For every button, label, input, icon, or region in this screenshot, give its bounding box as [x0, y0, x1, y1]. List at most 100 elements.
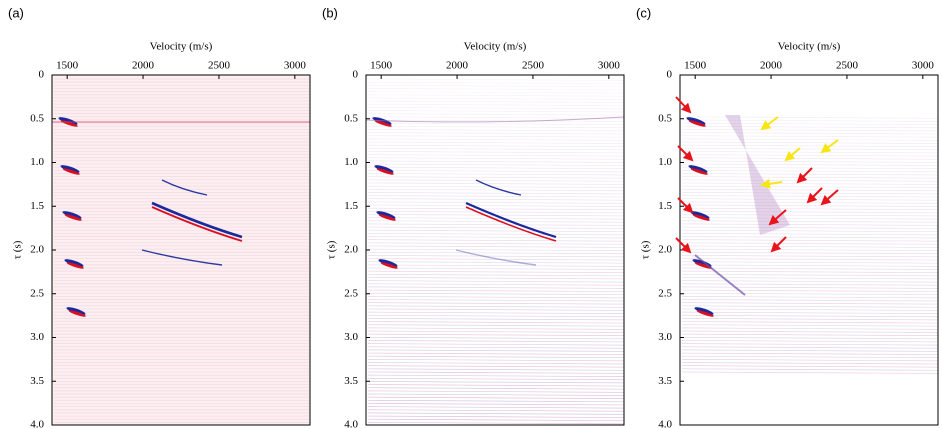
- texture: [681, 125, 939, 129]
- texture: [367, 157, 625, 160]
- texture: [367, 201, 625, 204]
- texture: [681, 217, 939, 220]
- texture: [367, 210, 625, 214]
- x-tick-label: 2500: [208, 60, 231, 72]
- texture: [367, 245, 625, 248]
- y-tick-label: 4.0: [344, 419, 358, 429]
- texture: [367, 280, 625, 283]
- texture: [681, 355, 939, 359]
- texture: [367, 220, 625, 223]
- image-background: [366, 75, 624, 425]
- texture: [681, 239, 939, 242]
- texture: [367, 399, 625, 403]
- event: [376, 211, 396, 219]
- panel-label: (b): [322, 5, 338, 20]
- texture: [681, 226, 939, 229]
- y-tick-label: 0: [667, 69, 673, 81]
- texture: [681, 362, 939, 365]
- texture: [681, 135, 939, 138]
- x-tick-label: 3000: [912, 60, 935, 72]
- texture: [367, 267, 625, 270]
- image-background: [680, 75, 938, 425]
- texture: [367, 377, 625, 381]
- texture: [367, 296, 625, 299]
- texture: [367, 204, 625, 207]
- texture: [367, 135, 625, 138]
- image-background: [52, 75, 310, 425]
- texture: [367, 160, 625, 163]
- texture: [681, 147, 939, 151]
- x-tick-label: 1500: [684, 60, 707, 72]
- texture: [367, 91, 625, 94]
- texture: [681, 119, 939, 122]
- texture: [681, 157, 939, 160]
- texture: [681, 280, 939, 283]
- arrow: [760, 178, 783, 189]
- y-tick-label: 2.5: [344, 287, 358, 299]
- texture: [367, 336, 625, 340]
- texture: [367, 125, 625, 129]
- texture: [681, 220, 939, 223]
- arrow: [806, 187, 823, 204]
- texture: [681, 327, 939, 330]
- texture: [681, 173, 939, 176]
- streak: [161, 179, 208, 196]
- texture: [681, 163, 939, 166]
- y-tick-label: 0.5: [344, 112, 358, 124]
- texture: [367, 346, 625, 349]
- texture: [367, 185, 625, 188]
- texture: [681, 176, 939, 179]
- texture: [367, 403, 625, 406]
- texture: [367, 258, 625, 261]
- event: [696, 310, 714, 317]
- texture: [367, 352, 625, 355]
- event: [378, 214, 396, 221]
- x-tick-label: 2500: [522, 60, 545, 72]
- y-tick-label: 1.5: [30, 200, 44, 212]
- event-line: [365, 116, 625, 123]
- texture: [367, 154, 625, 157]
- texture: [367, 94, 625, 97]
- plot-frame: [51, 74, 311, 426]
- x-axis-title: Velocity (m/s): [150, 41, 213, 53]
- texture: [681, 292, 939, 296]
- texture: [367, 311, 625, 314]
- texture: [367, 289, 625, 292]
- texture: [367, 223, 625, 226]
- y-tick-label: 4.0: [658, 419, 672, 429]
- texture: [681, 129, 939, 132]
- texture: [367, 387, 625, 390]
- texture: [367, 242, 625, 245]
- streak: [141, 249, 223, 266]
- texture: [367, 166, 625, 170]
- texture: [681, 321, 939, 324]
- texture: [367, 324, 625, 327]
- texture: [367, 415, 625, 418]
- event: [62, 168, 80, 175]
- texture: [681, 182, 939, 185]
- texture: [367, 119, 625, 122]
- texture: [681, 264, 939, 267]
- texture: [367, 321, 625, 324]
- event: [376, 168, 394, 175]
- panel: (a) 1500 2000 2500 3000 0 0.5 1.0 1.5 2.0 2.5 3.0 3.…: [8, 5, 311, 429]
- event: [58, 117, 78, 125]
- arrow: [675, 96, 692, 114]
- event: [692, 214, 710, 221]
- texture: [681, 305, 939, 308]
- texture: [367, 365, 625, 368]
- texture: [681, 330, 939, 333]
- y-tick-label: 2.0: [30, 244, 44, 256]
- texture: [367, 384, 625, 387]
- texture: [367, 100, 625, 103]
- event: [690, 168, 708, 175]
- texture: [681, 251, 939, 255]
- texture: [681, 302, 939, 305]
- streak: [465, 206, 557, 242]
- event: [374, 120, 392, 127]
- arrow: [677, 145, 694, 162]
- texture: [681, 138, 939, 141]
- texture: [367, 173, 625, 176]
- arrow: [677, 197, 694, 214]
- plot-frame: [679, 74, 939, 426]
